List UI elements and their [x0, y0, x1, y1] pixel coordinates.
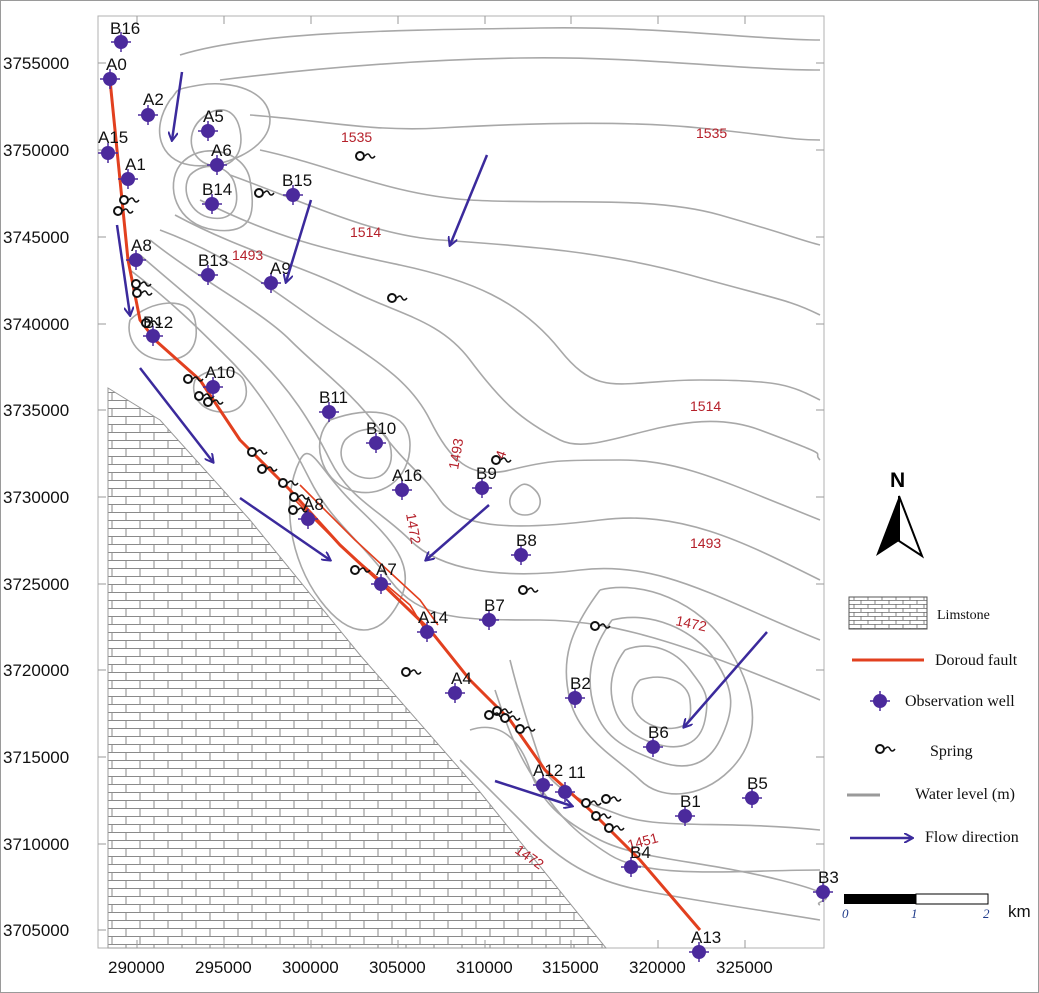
x-tick-label: 290000 — [108, 958, 165, 977]
contour-label-1514-right: 1514 — [690, 398, 721, 414]
well-label-B14: B14 — [202, 180, 232, 199]
y-tick-label: 3750000 — [3, 141, 69, 160]
x-tick-label: 315000 — [542, 958, 599, 977]
y-tick-label: 3730000 — [3, 488, 69, 507]
well-label-A12: A12 — [533, 761, 563, 780]
contour-label-1535-right: 1535 — [696, 125, 727, 141]
limestone-area — [107, 387, 608, 949]
contour-label-1493-left: 1493 — [232, 247, 263, 263]
well-marker-icon — [869, 690, 891, 712]
contour-label-1451: 1451 — [626, 829, 660, 853]
well-label-A13: A13 — [691, 928, 721, 947]
well-label-A6: A6 — [211, 141, 232, 160]
x-tick-label: 295000 — [195, 958, 252, 977]
water-level-contours — [128, 27, 828, 921]
contour-label-1493-right: 1493 — [690, 535, 721, 551]
scale-bar: 0 1 2 km — [842, 893, 1031, 921]
doroud-fault — [108, 79, 702, 931]
y-tick-label: 3710000 — [3, 835, 69, 854]
legend-flow-label: Flow direction — [925, 829, 1019, 846]
legend-fault-label: Doroud fault — [935, 652, 1018, 669]
contour-label-1472-mid: 1472 — [403, 512, 424, 546]
well-label-B10: B10 — [366, 419, 396, 438]
scale-label-0: 0 — [842, 906, 849, 921]
well-label-A16: A16 — [392, 466, 422, 485]
y-tick-label: 3755000 — [3, 54, 69, 73]
legend-well-label: Observation well — [905, 693, 1015, 710]
well-label-B16: B16 — [110, 19, 140, 38]
x-tick-label: 325000 — [716, 958, 773, 977]
well-label-B13: B13 — [198, 251, 228, 270]
contour-label-1535-left: 1535 — [341, 129, 372, 145]
well-label-B12: B12 — [143, 313, 173, 332]
legend-spring-label: Spring — [930, 743, 973, 760]
scale-unit: km — [1008, 902, 1031, 921]
well-label-A2: A2 — [143, 90, 164, 109]
well-label-A7: A7 — [376, 560, 397, 579]
north-arrow-icon — [876, 495, 925, 559]
contour-label-1493-mid: 1493 — [445, 437, 466, 471]
x-tick-label: 305000 — [369, 958, 426, 977]
well-label-B5: B5 — [747, 774, 768, 793]
well-label-A14: A14 — [418, 608, 448, 627]
x-tick-label: 300000 — [282, 958, 339, 977]
well-labels: B16 A0 A2 A5 A15 A6 A1 B14 B15 A8 B13 A9… — [98, 19, 839, 947]
well-label-B6: B6 — [648, 723, 669, 742]
well-label-A8: A8 — [131, 236, 152, 255]
legend-limestone-swatch — [848, 596, 928, 630]
well-label-B15: B15 — [282, 171, 312, 190]
well-label-B1: B1 — [680, 792, 701, 811]
scale-label-1: 1 — [911, 906, 918, 921]
y-tick-label: 3745000 — [3, 228, 69, 247]
axis-ticks — [98, 16, 824, 948]
y-tick-label: 3705000 — [3, 921, 69, 940]
x-tick-label: 320000 — [629, 958, 686, 977]
well-label-A1: A1 — [125, 155, 146, 174]
y-tick-label: 3735000 — [3, 401, 69, 420]
legend-limestone-label: Limstone — [937, 608, 990, 623]
legend-water-level-label: Water level (m) — [915, 786, 1015, 803]
well-label-B4: B4 — [630, 843, 651, 862]
well-label-A11: 11 — [568, 763, 586, 782]
x-tick-label: 310000 — [456, 958, 513, 977]
y-tick-label: 3740000 — [3, 315, 69, 334]
contour-label-1472-right: 1472 — [674, 612, 708, 634]
well-label-A5: A5 — [203, 107, 224, 126]
scale-label-2: 2 — [983, 906, 990, 921]
x-axis-labels: 290000 295000 300000 305000 310000 31500… — [108, 958, 773, 977]
contour-label-1514-top: 1514 — [350, 224, 381, 240]
well-label-B3: B3 — [818, 868, 839, 887]
well-label-A4: A4 — [451, 669, 472, 688]
spring-icon — [875, 744, 896, 754]
y-axis-labels: 3755000 3750000 3745000 3740000 3735000 … — [3, 54, 69, 940]
y-tick-label: 3715000 — [3, 748, 69, 767]
flow-arrows — [115, 71, 768, 806]
well-label-B9: B9 — [476, 464, 497, 483]
well-label-A18: A8 — [303, 495, 324, 514]
well-label-B11: B11 — [319, 388, 348, 407]
well-label-A15: A15 — [98, 128, 128, 147]
y-tick-label: 3720000 — [3, 661, 69, 680]
well-label-A10: A10 — [205, 363, 235, 382]
y-tick-label: 3725000 — [3, 575, 69, 594]
well-label-B2: B2 — [570, 674, 591, 693]
well-label-A0: A0 — [106, 55, 127, 74]
well-label-B8: B8 — [516, 531, 537, 550]
north-label: N — [890, 469, 905, 492]
legend: Limstone Doroud fault Observation well S… — [847, 596, 1019, 846]
well-label-B7: B7 — [484, 596, 505, 615]
